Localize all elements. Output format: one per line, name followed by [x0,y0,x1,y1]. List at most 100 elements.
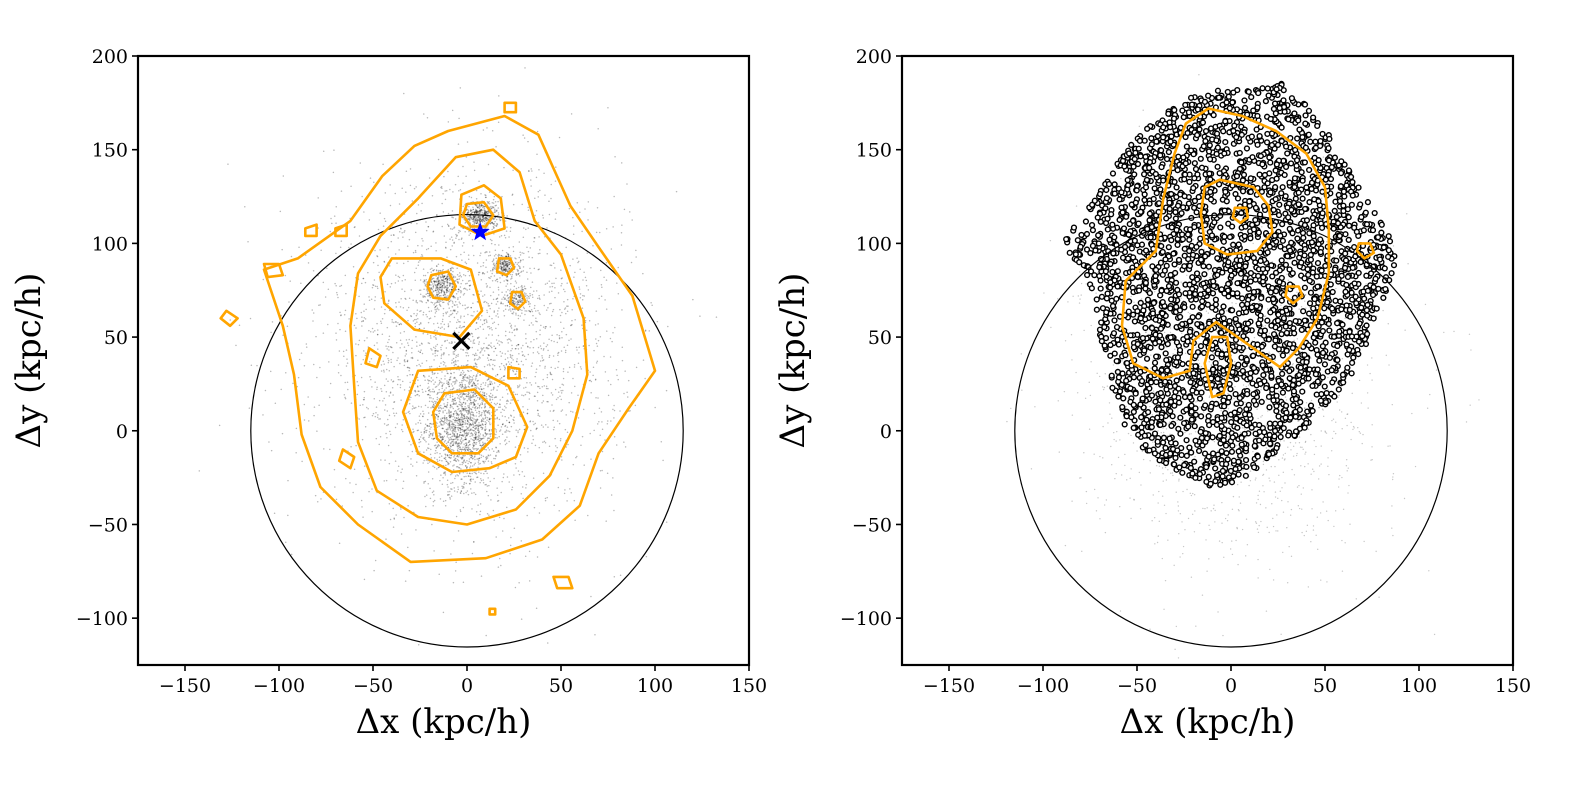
particle-point [415,299,418,302]
particle-point [554,287,556,289]
particle-point [401,280,403,282]
particle-point [452,401,455,403]
particle-point [472,423,474,425]
particle-point [528,169,530,172]
particle-point [313,406,316,408]
particle-point [665,521,668,523]
particle-point [498,344,501,346]
particle-point [442,449,445,452]
particle-point [491,201,494,204]
particle-point [575,456,577,459]
particle-point [439,498,442,500]
particle-point [350,185,352,188]
particle-point [489,454,492,456]
particle-point [460,282,462,285]
particle-point [473,418,475,420]
particle-point [484,417,487,420]
particle-point [562,370,565,373]
particle-point [476,210,478,212]
particle-point [456,413,459,415]
particle-point [485,216,487,219]
particle-point [444,409,446,412]
particle-point [455,426,457,429]
particle-point [542,472,545,474]
particle-point [451,431,454,434]
particle-point [548,213,551,216]
particle-point [446,289,449,292]
particle-point [522,344,524,347]
particle-point [443,361,446,364]
particle-point [439,436,441,438]
particle-point [519,300,521,302]
particle-point [458,434,461,437]
particle-point [457,474,459,477]
particle-point [333,215,336,217]
particle-point [436,452,438,454]
particle-point [487,384,489,386]
particle-point [504,431,506,433]
particle-point [303,419,306,421]
particle-point [552,262,555,265]
particle-point [530,365,533,367]
particle-point [476,419,478,422]
particle-point [504,220,507,222]
particle-point [424,390,427,393]
particle-point [441,460,443,462]
particle-point [464,442,467,445]
particle-point [287,514,289,517]
particle-point [451,415,453,418]
particle-point [458,423,460,425]
particle-point [453,381,455,383]
particle-point [395,274,397,276]
particle-point [506,276,508,278]
particle-point [474,393,476,395]
particle-point [462,506,465,509]
particle-point [480,575,483,577]
particle-point [464,446,467,449]
particle-point [464,454,466,457]
particle-point [307,262,310,264]
particle-point [500,491,502,494]
particle-point [494,249,497,252]
particle-point [357,384,360,387]
particle-point [459,448,461,450]
particle-point [459,492,462,494]
particle-point [452,444,455,446]
particle-point [492,509,495,512]
particle-point [414,390,417,393]
particle-point [455,237,457,239]
particle-point [469,428,472,431]
particle-point [458,238,460,241]
particle-point [384,220,387,223]
particle-point [476,222,479,224]
particle-point [453,377,455,379]
particle-point [437,415,440,417]
particle-point [477,427,479,430]
particle-point [507,338,510,340]
particle-point [452,361,455,364]
particle-point [469,448,472,451]
particle-point [478,430,480,432]
particle-point [419,422,422,425]
particle-point [480,415,483,417]
particle-point [456,433,459,435]
particle-point [481,315,483,317]
particle-point [439,276,442,279]
particle-point [398,276,401,279]
particle-point [456,413,458,415]
particle-point [482,217,485,219]
particle-point [445,405,447,408]
particle-point [515,435,518,438]
particle-point [557,366,559,369]
particle-point [430,423,433,425]
particle-point [535,607,538,610]
particle-point [699,315,701,317]
particle-point [472,302,474,305]
particle-point [359,162,362,164]
particle-point [473,342,476,345]
particle-point [642,272,644,275]
particle-point [330,217,332,220]
particle-point [452,444,455,446]
particle-point [460,438,463,440]
particle-point [572,298,574,300]
